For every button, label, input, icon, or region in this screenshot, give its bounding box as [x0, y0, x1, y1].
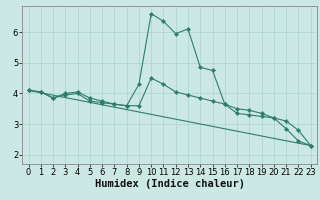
X-axis label: Humidex (Indice chaleur): Humidex (Indice chaleur) — [95, 179, 244, 189]
